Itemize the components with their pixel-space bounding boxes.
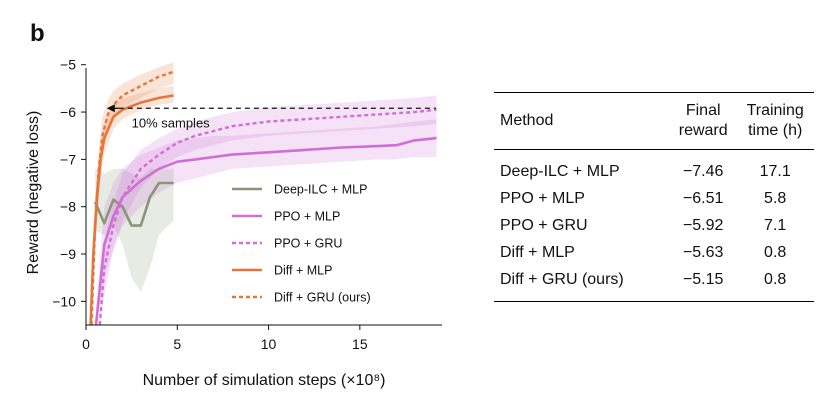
annotation: 10% samples (106, 104, 436, 130)
legend-label-deep-ilc-mlp: Deep-ILC + MLP (274, 183, 367, 197)
header-training-time-line2: time (h) (748, 122, 803, 139)
cell-final-reward: −5.92 (682, 216, 724, 234)
cell-method: PPO + MLP (500, 189, 585, 207)
cell-final-reward: −6.51 (682, 189, 724, 207)
legend-label-diff-gru-ours: Diff + GRU (ours) (274, 291, 371, 305)
series-lines (89, 70, 437, 325)
ppo-gru-line (98, 108, 437, 325)
cell-method: Diff + MLP (500, 243, 575, 261)
y-axis-title: Reward (negative loss) (25, 111, 42, 275)
cell-training-time: 0.8 (764, 270, 787, 288)
table-row: Diff + GRU (ours) −5.15 0.8 (494, 266, 814, 302)
table-row: PPO + GRU −5.92 7.1 (494, 212, 814, 239)
cell-training-time: 0.8 (764, 243, 787, 261)
cell-method: Deep-ILC + MLP (500, 162, 620, 180)
table-header-row: Method Final reward Training time (h) (494, 92, 814, 150)
cell-training-time: 5.8 (764, 189, 787, 207)
ppo-mlp-line (94, 136, 437, 325)
results-table: Method Final reward Training time (h) De… (494, 92, 814, 302)
panel-label: b (30, 20, 45, 47)
cell-training-time: 17.1 (759, 162, 791, 180)
header-final-reward: Final reward (670, 93, 736, 150)
table-row: Deep-ILC + MLP −7.46 17.1 (494, 150, 814, 186)
cell-final-reward: −5.15 (682, 270, 724, 288)
cell-method: PPO + GRU (500, 216, 588, 234)
table-row: PPO + MLP −6.51 5.8 (494, 185, 814, 212)
y-tick-label: −7 (60, 151, 76, 167)
chart-legend: Deep-ILC + MLP PPO + MLP PPO + GRU Diff + M… (232, 183, 371, 305)
x-tick-label: 15 (352, 336, 368, 352)
x-tick-label: 10 (261, 336, 277, 352)
ppo-gru-band (99, 95, 437, 325)
x-tick-label: 5 (173, 336, 181, 352)
legend-label-ppo-gru: PPO + GRU (274, 237, 342, 251)
y-tick-label: −5 (60, 57, 76, 73)
x-axis-title: Number of simulation steps (×10⁸) (143, 372, 386, 389)
y-tick-label: −10 (52, 293, 76, 309)
cell-final-reward: −7.46 (682, 162, 724, 180)
y-tick-label: −9 (60, 246, 76, 262)
x-tick-label: 0 (82, 336, 90, 352)
cell-training-time: 7.1 (764, 216, 787, 234)
tick-marks: 0 5 10 15 −5 −6 −7 −8 −9 −10 (52, 57, 368, 352)
header-method: Method (500, 112, 554, 129)
y-tick-label: −6 (60, 104, 76, 120)
header-final-reward-line1: Final (685, 102, 721, 119)
legend-label-diff-mlp: Diff + MLP (274, 264, 332, 278)
table-row: Diff + MLP −5.63 0.8 (494, 239, 814, 266)
learning-curve-chart: 10% samples 0 5 10 15 −5 −6 −7 −8 −9 −10 Number o… (25, 57, 442, 389)
header-final-reward-line2: reward (678, 122, 728, 139)
y-tick-label: −8 (60, 199, 76, 215)
annotation-label: 10% samples (132, 115, 211, 130)
cell-method: Diff + GRU (ours) (500, 270, 624, 288)
ppo-mlp-band (96, 119, 437, 325)
legend-label-ppo-mlp: PPO + MLP (274, 210, 340, 224)
cell-final-reward: −5.63 (682, 243, 724, 261)
header-training-time-line1: Training (746, 102, 804, 119)
deep-ilc-mlp-line (93, 181, 174, 227)
header-training-time: Training time (h) (736, 93, 814, 150)
axes (85, 68, 442, 326)
